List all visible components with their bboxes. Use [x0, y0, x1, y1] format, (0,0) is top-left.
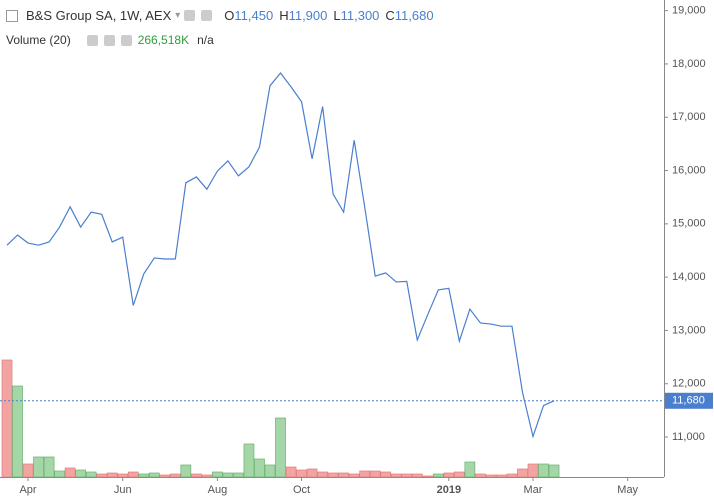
- legend-row: B&S Group SA, 1W, AEX ▾ O11,450 H11,900 L1…: [6, 8, 434, 23]
- volume-bar: [117, 473, 129, 478]
- y-tick-label: 14,000: [672, 271, 706, 283]
- volume-bar: [233, 472, 244, 478]
- y-tick-label: 12,000: [672, 378, 706, 390]
- volume-value: 266,518K: [137, 33, 190, 47]
- volume-bar: [33, 456, 44, 478]
- y-tick-label: 19,000: [672, 5, 706, 17]
- volume-bar: [191, 473, 202, 478]
- last-price-label: 11,680: [672, 395, 705, 407]
- volume-bar: [169, 473, 181, 478]
- volume-bar: [527, 463, 539, 478]
- volume-bar: [411, 473, 423, 478]
- eye-icon[interactable]: [184, 10, 196, 21]
- volume-bar: [390, 473, 402, 478]
- volume-bar: [159, 474, 171, 478]
- volume-bar: [201, 474, 213, 478]
- ohlc-key: O: [224, 8, 235, 23]
- volume-bar: [464, 461, 476, 478]
- volume-bar: [275, 417, 286, 478]
- volume-bar: [1, 359, 13, 478]
- ohlc-key: C: [385, 8, 395, 23]
- volume-bar: [222, 472, 234, 478]
- ohlc-key: H: [279, 8, 289, 23]
- dropdown-arrow[interactable]: ▾: [175, 10, 181, 21]
- x-tick-label: Jun: [114, 484, 132, 496]
- ohlc-value: 11,450: [234, 8, 274, 23]
- volume-bar: [75, 469, 86, 478]
- x-tick-label: Apr: [19, 484, 36, 496]
- price-line: [6, 72, 555, 439]
- settings-icon[interactable]: [201, 10, 213, 21]
- volume-bar: [548, 464, 560, 478]
- volume-bar: [127, 471, 139, 478]
- y-tick-label: 13,000: [672, 324, 706, 336]
- ohlc-key: L: [333, 8, 341, 23]
- volume-bar: [496, 474, 507, 478]
- eye-icon[interactable]: [86, 34, 98, 46]
- volume-bar: [43, 456, 55, 478]
- volume-bar: [443, 472, 455, 478]
- ohlc-value: 11,900: [288, 8, 328, 23]
- x-tick-label: May: [617, 484, 638, 496]
- volume-bar: [422, 475, 434, 478]
- volume-bar: [506, 473, 518, 478]
- x-tick-label: Mar: [524, 484, 543, 496]
- volume-bar: [359, 470, 371, 478]
- collapse-icon[interactable]: [6, 9, 18, 22]
- settings-icon[interactable]: [103, 34, 115, 46]
- volume-bar: [296, 469, 307, 478]
- volume-row: Volume (20) 266,518K n/a: [6, 33, 214, 47]
- volume-bar: [285, 466, 297, 478]
- volume-bar: [338, 472, 349, 478]
- volume-bar: [138, 473, 150, 478]
- volume-bar: [454, 471, 465, 478]
- y-tick-label: 11,000: [672, 431, 705, 443]
- volume-bar: [64, 467, 76, 478]
- volume-bar: [327, 472, 339, 478]
- y-tick-label: 17,000: [672, 111, 706, 123]
- x-tick-label: Oct: [293, 484, 310, 496]
- volume-bar: [180, 464, 192, 478]
- volume-bar: [401, 473, 413, 478]
- x-tick-label: Aug: [208, 484, 228, 496]
- ohlc: O11,450 H11,900 L11,300 C11,680: [218, 8, 433, 23]
- volume-title: Volume (20): [6, 33, 71, 47]
- last-price-box: [665, 392, 713, 409]
- volume-bar: [148, 472, 160, 478]
- volume-bar: [264, 464, 276, 478]
- volume-bar: [243, 443, 255, 478]
- volume-bar: [538, 463, 549, 478]
- volume-bar: [96, 473, 108, 478]
- y-tick-label: 15,000: [672, 218, 706, 230]
- x-tick-label: 2019: [437, 484, 461, 496]
- volume-bar: [485, 474, 497, 478]
- volume-bar: [432, 473, 444, 478]
- volume-bar: [317, 471, 328, 478]
- symbol-title: B&S Group SA, 1W, AEX: [26, 8, 172, 23]
- ohlc-value: 11,300: [340, 8, 380, 23]
- close-icon[interactable]: [120, 34, 132, 46]
- volume-bar: [254, 458, 265, 478]
- volume-bar: [306, 468, 318, 478]
- volume-na: n/a: [197, 33, 214, 47]
- volume-bar: [212, 471, 223, 478]
- volume-bar: [106, 472, 118, 478]
- volume-bar: [54, 470, 65, 478]
- volume-bar: [12, 385, 23, 478]
- volume-bar: [517, 468, 528, 478]
- y-tick-label: 16,000: [672, 164, 706, 176]
- y-tick-label: 18,000: [672, 58, 706, 70]
- volume-bar: [348, 473, 360, 478]
- volume-bar: [369, 470, 381, 478]
- ohlc-value: 11,680: [394, 8, 434, 23]
- volume-bar: [380, 471, 392, 478]
- volume-bar: [85, 471, 97, 478]
- volume-bar: [22, 463, 34, 478]
- volume-bar: [475, 473, 486, 478]
